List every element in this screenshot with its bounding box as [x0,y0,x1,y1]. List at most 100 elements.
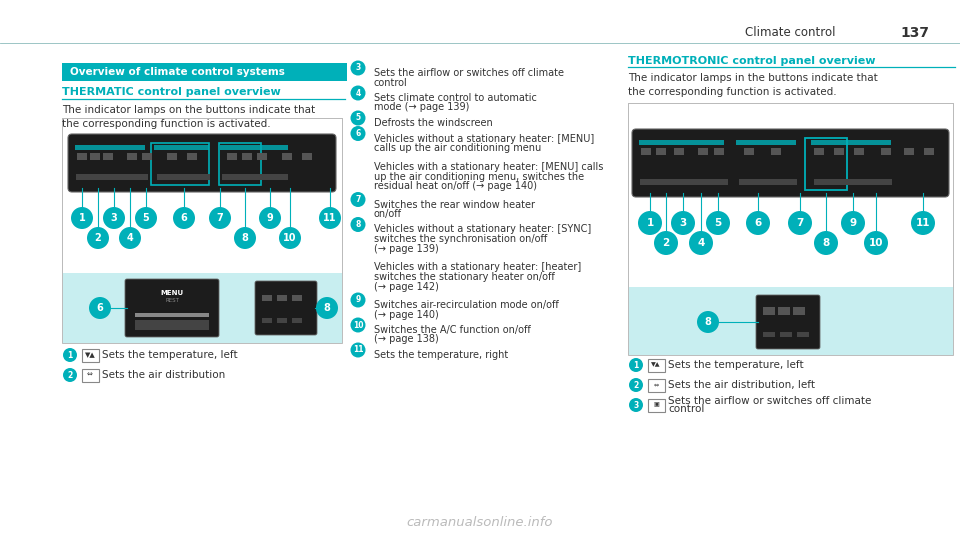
Circle shape [350,61,366,76]
FancyBboxPatch shape [797,332,809,337]
Text: 10: 10 [869,238,883,248]
FancyBboxPatch shape [811,140,891,145]
Text: 2: 2 [662,238,670,248]
Text: THERMATIC control panel overview: THERMATIC control panel overview [62,87,280,97]
FancyBboxPatch shape [744,148,754,155]
Circle shape [911,211,935,235]
Circle shape [671,211,695,235]
Circle shape [71,207,93,229]
Circle shape [350,217,366,232]
Text: 10: 10 [352,320,363,329]
Text: 137: 137 [900,26,929,40]
Text: 5: 5 [143,213,150,223]
Text: Sets the temperature, left: Sets the temperature, left [668,360,804,370]
Circle shape [350,85,366,101]
FancyBboxPatch shape [75,145,145,150]
Circle shape [638,211,662,235]
FancyBboxPatch shape [924,148,934,155]
FancyBboxPatch shape [639,140,724,145]
FancyBboxPatch shape [76,174,148,180]
Text: Vehicles without a stationary heater: [SYNC]: Vehicles without a stationary heater: [S… [374,224,591,235]
FancyBboxPatch shape [771,148,781,155]
FancyBboxPatch shape [778,307,790,315]
Text: Overview of climate control systems: Overview of climate control systems [70,67,285,77]
Text: REST: REST [165,298,179,303]
FancyBboxPatch shape [142,153,152,160]
Circle shape [350,192,366,207]
Text: 9: 9 [850,218,856,228]
Text: calls up the air conditioning menu: calls up the air conditioning menu [374,143,541,153]
FancyBboxPatch shape [628,287,953,355]
Text: (→ page 138): (→ page 138) [374,335,439,344]
Circle shape [654,231,678,255]
Circle shape [234,227,256,249]
Text: 3: 3 [680,218,686,228]
Circle shape [173,207,195,229]
Circle shape [209,207,231,229]
Text: 4: 4 [697,238,705,248]
Text: Vehicles with a stationary heater: [heater]: Vehicles with a stationary heater: [heat… [374,262,581,272]
Text: 6: 6 [97,303,104,313]
FancyBboxPatch shape [262,295,272,301]
Circle shape [689,231,713,255]
Text: 9: 9 [355,295,361,304]
FancyBboxPatch shape [292,295,302,301]
Circle shape [629,398,643,412]
Text: 1: 1 [67,351,73,359]
Text: 8: 8 [324,303,330,313]
FancyBboxPatch shape [763,307,775,315]
Text: (→ page 142): (→ page 142) [374,281,439,292]
Circle shape [319,207,341,229]
Text: The indicator lamps on the buttons indicate that
the corresponding function is a: The indicator lamps on the buttons indic… [62,105,315,129]
Circle shape [788,211,812,235]
FancyBboxPatch shape [262,318,272,323]
Text: Sets the temperature, left: Sets the temperature, left [102,350,238,360]
Text: Vehicles without a stationary heater: [MENU]: Vehicles without a stationary heater: [M… [374,133,594,143]
Circle shape [864,231,888,255]
Text: mode (→ page 139): mode (→ page 139) [374,102,469,112]
Circle shape [135,207,157,229]
Text: 8: 8 [705,317,711,327]
Text: 4: 4 [355,88,361,98]
FancyBboxPatch shape [127,153,137,160]
FancyBboxPatch shape [647,378,664,392]
Circle shape [279,227,301,249]
Text: 3: 3 [110,213,117,223]
FancyBboxPatch shape [222,174,288,180]
FancyBboxPatch shape [62,273,342,343]
Circle shape [629,358,643,372]
FancyBboxPatch shape [90,153,100,160]
Circle shape [706,211,730,235]
FancyBboxPatch shape [736,140,796,145]
Text: ▼▲: ▼▲ [84,352,95,358]
Text: 2: 2 [67,370,73,379]
FancyBboxPatch shape [187,153,197,160]
Text: Sets the airflow or switches off climate: Sets the airflow or switches off climate [374,68,564,78]
Text: carmanualsonline.info: carmanualsonline.info [407,516,553,529]
Text: control: control [668,405,705,415]
Circle shape [259,207,281,229]
Circle shape [697,311,719,333]
FancyBboxPatch shape [62,63,347,81]
Text: ⇔: ⇔ [87,372,93,378]
FancyBboxPatch shape [641,148,651,155]
Circle shape [119,227,141,249]
FancyBboxPatch shape [647,399,664,411]
FancyBboxPatch shape [82,349,99,361]
Text: 1: 1 [79,213,85,223]
Text: on/off: on/off [374,209,402,219]
Text: Sets the airflow or switches off climate: Sets the airflow or switches off climate [668,395,872,406]
Text: 4: 4 [127,233,133,243]
FancyBboxPatch shape [854,148,864,155]
Text: Switches the rear window heater: Switches the rear window heater [374,199,535,209]
FancyBboxPatch shape [135,320,209,330]
Text: Sets climate control to automatic: Sets climate control to automatic [374,93,537,103]
Text: 2: 2 [95,233,102,243]
FancyBboxPatch shape [82,368,99,382]
FancyBboxPatch shape [763,332,775,337]
Text: 8: 8 [242,233,249,243]
Text: 1: 1 [646,218,654,228]
Circle shape [103,207,125,229]
FancyBboxPatch shape [242,153,252,160]
FancyBboxPatch shape [814,179,892,185]
